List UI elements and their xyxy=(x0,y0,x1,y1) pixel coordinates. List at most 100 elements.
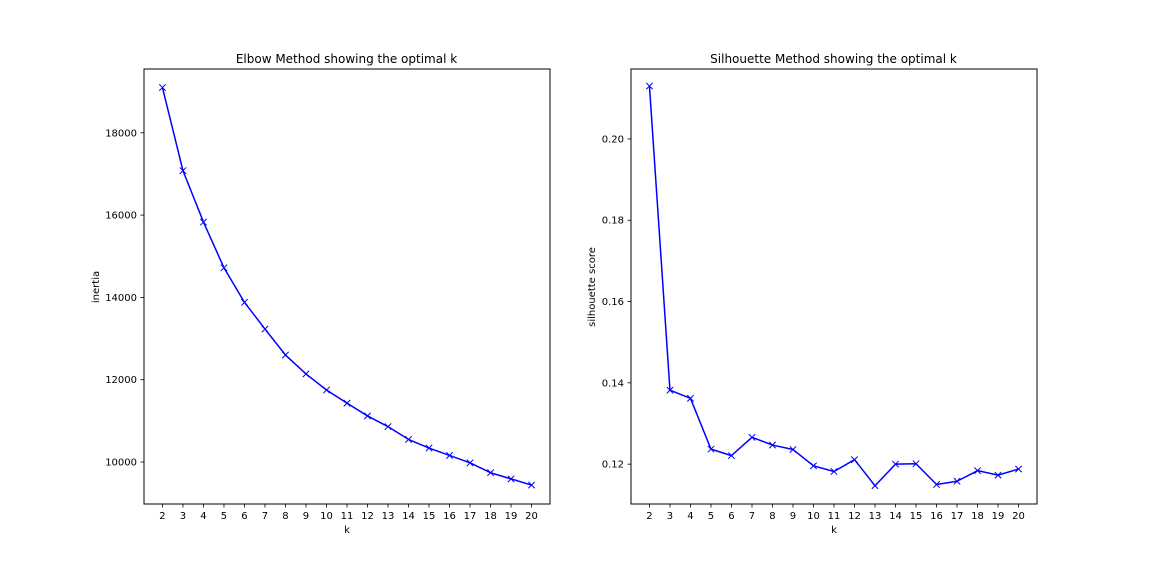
elbow-data-point xyxy=(466,459,474,467)
elbow-data-point xyxy=(199,218,208,226)
elbow-xtick-label: 5 xyxy=(221,511,227,522)
elbow-data-point xyxy=(261,325,269,333)
elbow-chart-xlabel: k xyxy=(344,525,350,536)
silhouette-chart-plot-area: 2 3 4 5 6 7 8 9 10 11 12 13 14 15 16 17 18 19 20 0.12 0.14 0.… xyxy=(602,82,1025,522)
silhouette-xtick-label: 16 xyxy=(930,511,943,522)
silhouette-xtick-label: 10 xyxy=(807,511,820,522)
silhouette-ytick-label: 0.18 xyxy=(602,216,624,227)
elbow-xtick-label: 11 xyxy=(341,511,354,522)
silhouette-xtick-label: 20 xyxy=(1012,511,1025,522)
elbow-data-point xyxy=(220,264,228,272)
elbow-data-point xyxy=(404,435,413,443)
silhouette-data-point xyxy=(686,394,695,402)
silhouette-data-point xyxy=(932,480,941,489)
silhouette-data-point xyxy=(727,452,736,460)
elbow-data-point xyxy=(425,444,433,452)
elbow-xtick-label: 13 xyxy=(382,511,395,522)
silhouette-data-point xyxy=(891,460,900,468)
elbow-xtick-label: 17 xyxy=(464,511,477,522)
elbow-ytick-label: 16000 xyxy=(105,211,137,222)
silhouette-xtick-label: 3 xyxy=(667,511,673,522)
silhouette-xtick-label: 13 xyxy=(869,511,882,522)
silhouette-xtick-label: 14 xyxy=(889,511,902,522)
silhouette-data-point xyxy=(707,445,715,453)
elbow-data-point xyxy=(158,83,167,92)
silhouette-ytick-label: 0.12 xyxy=(602,460,624,471)
elbow-chart-title: Elbow Method showing the optimal k xyxy=(236,52,457,66)
silhouette-xtick-label: 15 xyxy=(910,511,923,522)
elbow-chart: Elbow Method showing the optimal k 2 3 4 5 6… xyxy=(91,52,551,536)
elbow-xtick-label: 3 xyxy=(180,511,186,522)
elbow-xtick-label: 16 xyxy=(443,511,456,522)
silhouette-data-point xyxy=(666,386,674,394)
silhouette-chart: Silhouette Method showing the optimal k … xyxy=(587,52,1038,536)
elbow-xtick-label: 20 xyxy=(525,511,538,522)
elbow-xtick-label: 9 xyxy=(303,511,309,522)
elbow-data-point xyxy=(445,451,454,459)
elbow-data-point xyxy=(507,475,515,483)
elbow-xtick-label: 18 xyxy=(484,511,497,522)
silhouette-xtick-label: 5 xyxy=(708,511,714,522)
elbow-data-point xyxy=(322,386,331,394)
elbow-data-point xyxy=(179,167,187,175)
silhouette-data-point xyxy=(994,471,1002,479)
elbow-ytick-label: 14000 xyxy=(105,293,137,304)
elbow-chart-plot-area: 2 3 4 5 6 7 8 9 10 11 12 13 14 15 16 17 18 19 20 10000 12000… xyxy=(105,83,538,522)
elbow-xtick-label: 14 xyxy=(402,511,415,522)
silhouette-data-point xyxy=(973,467,982,475)
elbow-data-point xyxy=(240,298,249,306)
elbow-xtick-label: 10 xyxy=(320,511,333,522)
elbow-xtick-label: 19 xyxy=(505,511,518,522)
silhouette-xtick-label: 19 xyxy=(992,511,1005,522)
elbow-data-point xyxy=(384,423,392,431)
silhouette-data-point xyxy=(953,477,961,485)
silhouette-xtick-label: 11 xyxy=(828,511,841,522)
elbow-xtick-label: 12 xyxy=(361,511,374,522)
elbow-xtick-label: 15 xyxy=(423,511,436,522)
silhouette-data-point xyxy=(850,456,859,464)
elbow-xtick-label: 2 xyxy=(159,511,165,522)
silhouette-xtick-label: 2 xyxy=(646,511,652,522)
silhouette-ytick-label: 0.20 xyxy=(602,134,624,145)
silhouette-data-point xyxy=(748,433,756,441)
elbow-data-point xyxy=(527,481,536,489)
elbow-data-point xyxy=(363,412,372,420)
silhouette-data-point xyxy=(871,482,879,490)
silhouette-data-point xyxy=(830,467,838,476)
silhouette-chart-title: Silhouette Method showing the optimal k xyxy=(710,52,957,66)
elbow-ytick-label: 10000 xyxy=(105,458,137,469)
silhouette-xtick-label: 8 xyxy=(769,511,775,522)
elbow-ytick-label: 18000 xyxy=(105,128,137,139)
silhouette-data-point xyxy=(789,445,797,454)
elbow-xtick-label: 4 xyxy=(200,511,206,522)
silhouette-xtick-label: 12 xyxy=(848,511,861,522)
silhouette-chart-frame xyxy=(630,68,1038,505)
elbow-data-point xyxy=(486,469,495,477)
silhouette-xtick-label: 6 xyxy=(728,511,734,522)
silhouette-xtick-label: 9 xyxy=(790,511,796,522)
silhouette-xtick-label: 7 xyxy=(749,511,755,522)
silhouette-data-point xyxy=(768,441,777,449)
elbow-chart-ylabel: inertia xyxy=(91,271,102,303)
silhouette-ytick-label: 0.16 xyxy=(602,297,624,308)
elbow-data-point xyxy=(281,351,290,359)
silhouette-data-point xyxy=(645,82,654,90)
elbow-data-point xyxy=(343,399,351,407)
elbow-xtick-label: 6 xyxy=(241,511,247,522)
silhouette-xtick-label: 18 xyxy=(971,511,984,522)
elbow-ytick-label: 12000 xyxy=(105,375,137,386)
silhouette-chart-ylabel: silhouette score xyxy=(587,247,598,327)
elbow-xtick-label: 7 xyxy=(262,511,268,522)
silhouette-data-point xyxy=(1014,465,1023,473)
silhouette-data-point xyxy=(809,462,818,470)
silhouette-xtick-label: 17 xyxy=(951,511,964,522)
elbow-xtick-label: 8 xyxy=(282,511,288,522)
silhouette-ytick-label: 0.14 xyxy=(602,378,624,389)
elbow-chart-frame xyxy=(143,68,551,505)
elbow-data-point xyxy=(302,370,310,378)
silhouette-chart-xlabel: k xyxy=(831,525,837,536)
silhouette-xtick-label: 4 xyxy=(687,511,693,522)
silhouette-data-point xyxy=(912,460,920,468)
